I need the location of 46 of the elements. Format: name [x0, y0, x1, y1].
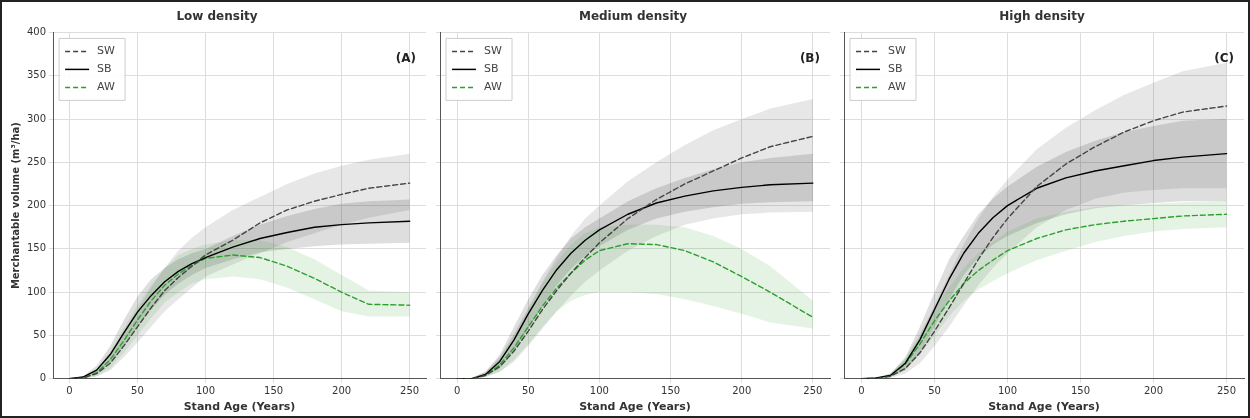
y-axis-title: Merchantable volume (m³/ha): [9, 122, 21, 290]
x-axis-title: Stand Age (Years): [183, 400, 296, 414]
x-tick-label: 200: [332, 385, 352, 397]
annotation: (C): [1214, 50, 1234, 65]
y-tick-label: 350: [26, 69, 47, 81]
x-tick-label: 150: [264, 385, 284, 397]
x-tick-label: 150: [1070, 385, 1091, 397]
y-tick-label: 150: [26, 242, 47, 254]
x-axis-title: Stand Age (Years): [579, 400, 691, 414]
chart-title: High density: [999, 9, 1085, 24]
chart-title: Low density: [176, 9, 258, 24]
x-tick-label: 250: [400, 385, 420, 397]
legend-label: SB: [888, 62, 903, 76]
x-tick-label: 100: [195, 385, 216, 397]
y-tick-label: 300: [26, 112, 47, 124]
y-tick-label: 250: [26, 155, 47, 167]
chart-title: Medium density: [578, 9, 688, 24]
legend-label: AW: [888, 80, 906, 94]
x-tick-label: 0: [453, 385, 461, 397]
x-tick-label: 200: [1143, 385, 1164, 397]
x-tick-label: 100: [997, 385, 1018, 397]
y-tick-label: 0: [39, 372, 47, 384]
x-tick-label: 100: [589, 385, 609, 397]
x-tick-label: 0: [66, 385, 73, 397]
y-tick-label: 100: [26, 285, 47, 297]
legend-label: SB: [97, 62, 112, 76]
legend-label: SW: [484, 44, 502, 58]
x-tick-label: 200: [732, 385, 752, 397]
annotation: (B): [799, 50, 820, 65]
annotation: (A): [395, 50, 416, 65]
legend-label: SB: [484, 62, 499, 76]
x-tick-label: 50: [521, 385, 535, 397]
y-tick-label: 400: [26, 25, 47, 37]
legend-label: AW: [484, 80, 502, 94]
x-tick-label: 50: [131, 385, 144, 397]
legend-label: AW: [97, 80, 116, 94]
x-tick-label: 150: [661, 385, 681, 397]
y-tick-label: 50: [33, 329, 47, 341]
x-axis-title: Stand Age (Years): [988, 400, 1100, 414]
x-tick-label: 250: [803, 385, 823, 397]
y-tick-label: 200: [26, 199, 47, 211]
legend-label: SW: [888, 44, 906, 58]
x-tick-label: 0: [858, 385, 865, 397]
x-tick-label: 50: [928, 385, 941, 397]
x-tick-label: 250: [1216, 385, 1237, 397]
legend-label: SW: [97, 44, 116, 58]
